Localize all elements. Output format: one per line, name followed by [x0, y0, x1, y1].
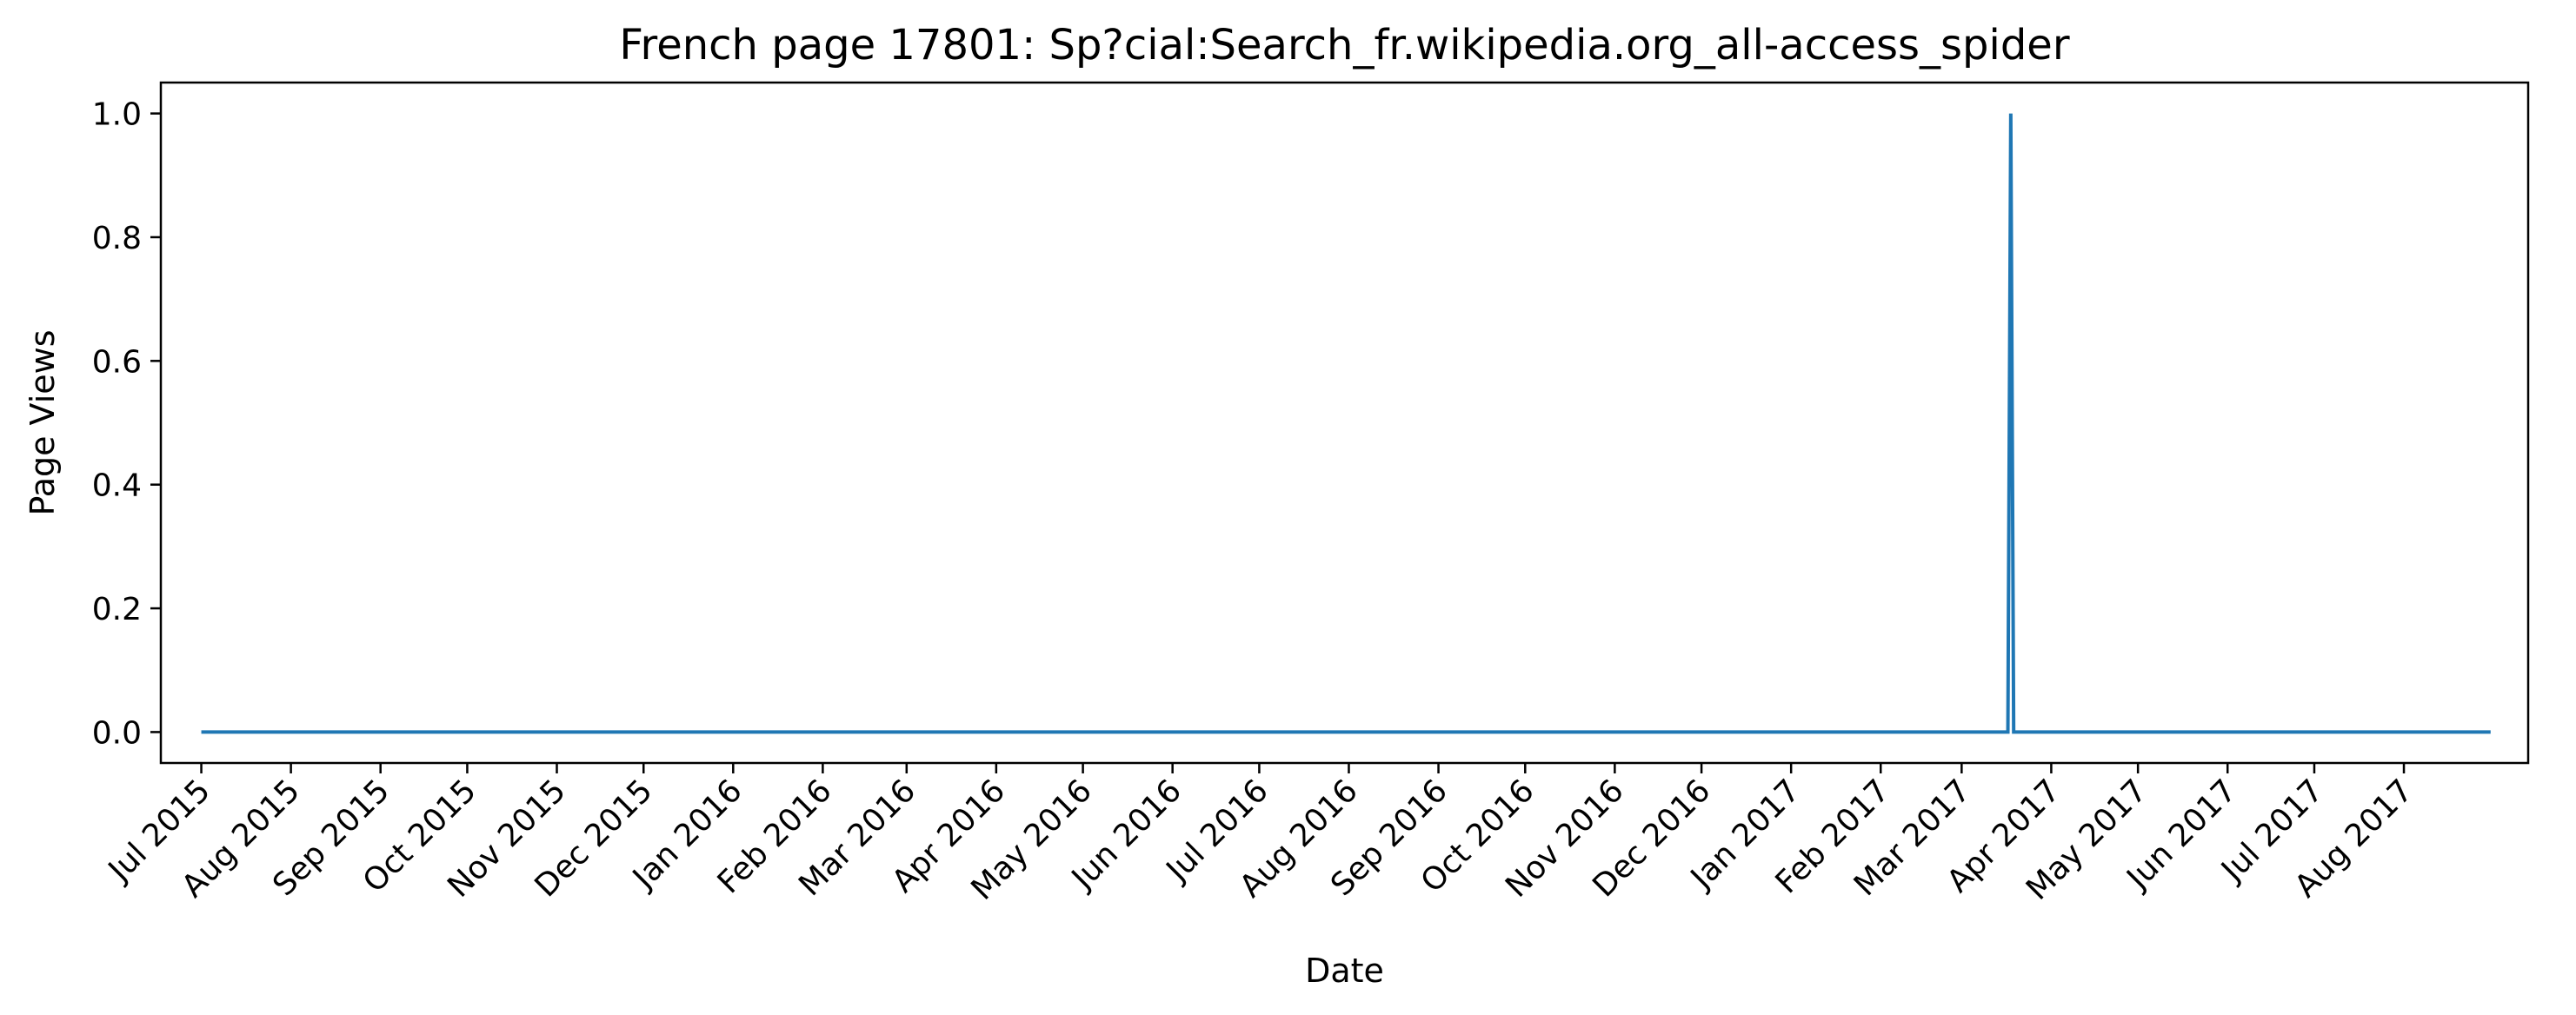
y-tick-label: 0.0: [92, 715, 142, 751]
plot-area: [201, 113, 2491, 734]
y-tick-label: 0.8: [92, 221, 142, 256]
y-axis-label: Page Views: [23, 329, 62, 515]
chart-title: French page 17801: Sp?cial:Search_fr.wik…: [619, 21, 2069, 70]
y-axis-ticks: 0.0 0.2 0.4 0.6 0.8 1.0: [92, 97, 161, 751]
series-line: [201, 113, 2491, 734]
y-tick-label: 0.2: [92, 592, 142, 627]
plot-frame: [159, 81, 2530, 765]
y-tick-label: 0.4: [92, 468, 142, 504]
y-tick-label: 0.6: [92, 344, 142, 380]
x-axis-label: Date: [1305, 952, 1384, 990]
y-tick-label: 1.0: [92, 97, 142, 133]
